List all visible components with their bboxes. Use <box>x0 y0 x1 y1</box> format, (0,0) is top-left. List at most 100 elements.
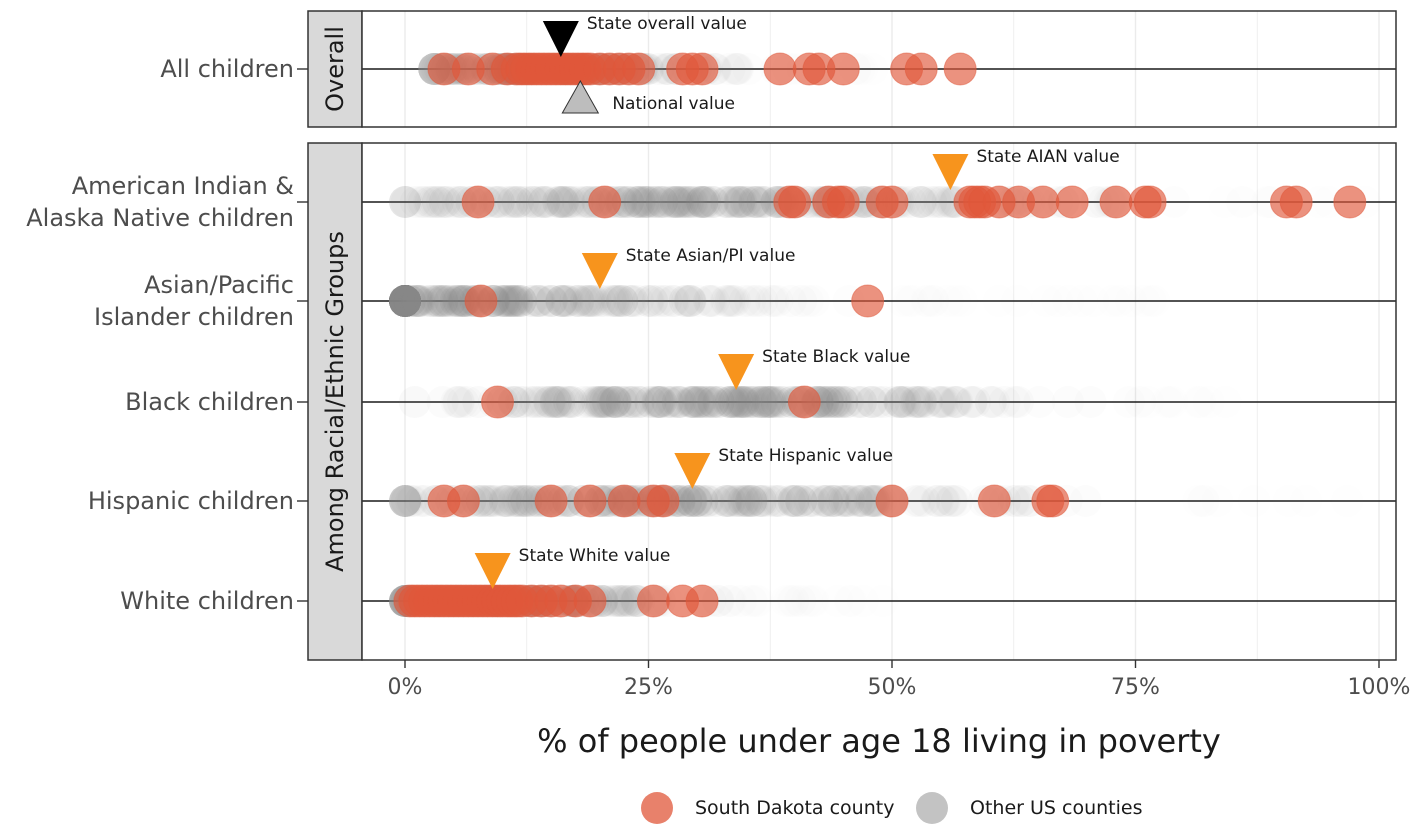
other-county-point <box>502 186 535 218</box>
other-county-point <box>543 386 576 418</box>
other-county-point <box>672 186 705 218</box>
other-county-point <box>490 485 523 517</box>
other-county-point <box>535 285 568 317</box>
other-county-point <box>623 186 656 218</box>
other-county-point <box>389 285 421 317</box>
other-county-point <box>631 186 664 218</box>
other-county-point <box>389 485 421 517</box>
other-county-point <box>523 285 556 317</box>
other-county-point <box>616 285 649 317</box>
other-county-point <box>497 485 530 517</box>
other-county-point <box>514 285 547 317</box>
other-county-point <box>940 386 973 418</box>
other-county-point <box>429 285 462 317</box>
state-group-value-marker <box>932 154 969 190</box>
other-county-point <box>586 386 619 418</box>
x-tick-label: 100% <box>1348 675 1411 700</box>
other-county-point <box>669 186 702 218</box>
other-county-point <box>601 585 634 617</box>
other-county-point <box>905 386 938 418</box>
other-county-point <box>552 285 585 317</box>
other-county-point <box>941 386 974 418</box>
other-county-point <box>399 186 432 218</box>
other-county-point <box>405 186 438 218</box>
other-county-point <box>549 285 582 317</box>
other-county-point <box>690 485 723 517</box>
other-county-point <box>742 485 775 517</box>
other-county-point <box>835 585 867 617</box>
other-county-point <box>550 285 583 317</box>
state-value-annotation: State Asian/PI value <box>626 246 796 266</box>
other-county-point <box>389 285 421 317</box>
other-county-point <box>727 386 760 418</box>
other-county-point <box>723 186 756 218</box>
other-county-point <box>681 485 714 517</box>
other-county-point <box>785 485 818 517</box>
other-county-point <box>389 285 421 317</box>
other-county-point <box>401 285 434 317</box>
other-county-point <box>544 186 577 218</box>
other-county-point <box>611 186 644 218</box>
other-county-point <box>667 186 700 218</box>
other-county-point <box>389 285 421 317</box>
other-county-point <box>922 386 955 418</box>
other-county-point <box>908 186 941 218</box>
other-county-point <box>516 285 549 317</box>
panel-frame <box>361 142 1397 661</box>
other-county-point <box>545 285 578 317</box>
panel-strip-label: Overall <box>321 26 349 112</box>
other-county-point <box>847 485 880 517</box>
other-county-point <box>727 485 760 517</box>
other-county-point <box>594 285 627 317</box>
other-county-point <box>644 386 677 418</box>
sd-county-point <box>622 52 656 86</box>
other-county-point <box>761 285 793 317</box>
other-county-point <box>507 485 540 517</box>
other-county-point <box>559 285 592 317</box>
other-county-point <box>749 386 782 418</box>
other-county-point <box>523 285 556 317</box>
other-county-point <box>539 386 572 418</box>
other-county-point <box>532 186 565 218</box>
other-county-point <box>696 386 729 418</box>
other-county-point <box>756 386 789 418</box>
other-county-point <box>1201 485 1233 517</box>
other-county-point <box>903 186 936 218</box>
other-county-point <box>684 386 717 418</box>
other-county-point <box>825 386 858 418</box>
other-county-point <box>751 386 784 418</box>
national-value-marker <box>561 79 600 114</box>
state-value-annotation: State AIAN value <box>976 147 1119 167</box>
other-county-point <box>744 386 777 418</box>
other-county-point <box>719 386 752 418</box>
other-county-point <box>598 585 631 617</box>
other-county-point <box>710 285 742 317</box>
other-county-point <box>656 285 689 317</box>
other-county-point <box>735 485 768 517</box>
other-county-point <box>389 285 421 317</box>
other-county-point <box>936 485 969 517</box>
other-county-point <box>904 186 937 218</box>
other-county-point <box>729 186 762 218</box>
other-county-point <box>408 186 441 218</box>
other-county-point <box>687 386 720 418</box>
other-county-point <box>529 386 562 418</box>
other-county-point <box>519 386 552 418</box>
other-county-point <box>845 485 878 517</box>
other-county-point <box>901 386 934 418</box>
other-county-point <box>389 285 421 317</box>
other-county-point <box>817 485 850 517</box>
other-county-point <box>894 386 927 418</box>
other-county-point <box>904 386 937 418</box>
other-county-point <box>761 485 794 517</box>
state-value-annotation: State overall value <box>587 14 747 34</box>
other-county-point <box>725 186 758 218</box>
other-county-point <box>577 386 610 418</box>
other-county-point <box>926 186 959 218</box>
other-county-point <box>754 386 787 418</box>
other-county-point <box>434 285 467 317</box>
other-county-point <box>602 585 635 617</box>
other-county-point <box>572 285 605 317</box>
other-county-point <box>596 386 629 418</box>
other-county-point <box>430 186 463 218</box>
